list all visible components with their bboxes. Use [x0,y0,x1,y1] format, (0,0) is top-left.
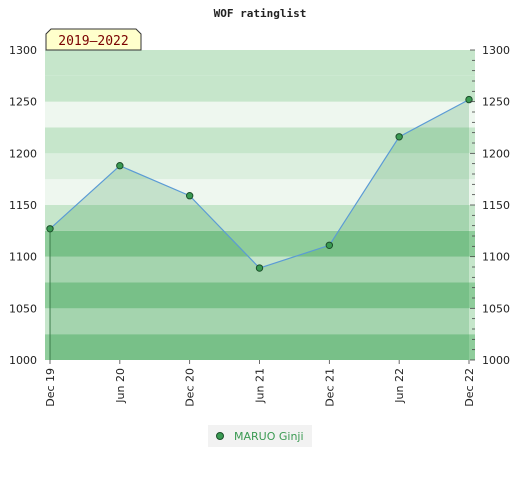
y-tick-label-left: 1150 [9,199,37,212]
band [45,282,475,309]
band [45,205,475,231]
x-tick-label: Jun 22 [393,368,406,404]
x-axis: Dec 19 Jun 20 Dec 20 Jun 21 Dec 21 Jun 22 Dec … [44,360,476,407]
period-badge: 2019–2022 [45,28,142,51]
y-tick-label-right: 1200 [482,147,510,160]
x-tick-label: Dec 21 [323,368,336,407]
data-point[interactable] [395,133,403,141]
area-fill [49,99,469,360]
x-tick-label: Dec 22 [463,368,476,407]
y-tick-label-left: 1200 [9,147,37,160]
y-tick-label-right: 1300 [482,44,510,57]
y-tick-label-left: 1000 [9,354,37,367]
y-tick-label-right: 1050 [482,302,510,315]
legend-marker-icon [216,432,224,440]
data-point[interactable] [465,95,473,104]
series-area [50,99,469,360]
y-tick-label-left: 1050 [9,302,37,315]
data-point[interactable] [116,162,124,170]
data-point[interactable] [325,241,334,250]
x-tick-label: Dec 19 [44,368,57,407]
y-tick-label-left: 1300 [9,44,37,57]
band [45,179,475,205]
y-axis-right: 1000 1050 1100 1150 1200 1250 1300 [470,44,510,367]
x-tick-label: Jun 20 [114,368,127,404]
x-tick-label: Jun 21 [254,368,267,404]
chart-title: WOF ratinglist [214,7,307,20]
legend-series-name: MARUO Ginji [234,430,304,443]
data-point[interactable] [46,225,54,233]
y-tick-label-right: 1100 [482,251,510,264]
x-tick-label: Dec 20 [184,368,197,407]
data-point[interactable] [255,264,264,272]
band [45,127,475,154]
band [45,308,475,335]
band [45,50,475,76]
data-points [46,95,473,272]
y-tick-label-left: 1100 [9,251,37,264]
band [45,230,475,257]
legend-box [208,425,312,447]
data-point[interactable] [185,192,194,200]
band [45,334,475,360]
y-axis-left: 1000 1050 1100 1150 1200 1250 1300 [9,44,37,367]
rating-bands [45,50,475,360]
band [45,101,475,128]
y-tick-label-right: 1150 [482,199,510,212]
legend[interactable]: MARUO Ginji [208,425,312,447]
period-label: 2019–2022 [58,34,128,49]
y-tick-label-left: 1250 [9,96,37,109]
band [45,75,475,102]
y-tick-label-right: 1000 [482,354,510,367]
y-tick-label-right: 1250 [482,96,510,109]
